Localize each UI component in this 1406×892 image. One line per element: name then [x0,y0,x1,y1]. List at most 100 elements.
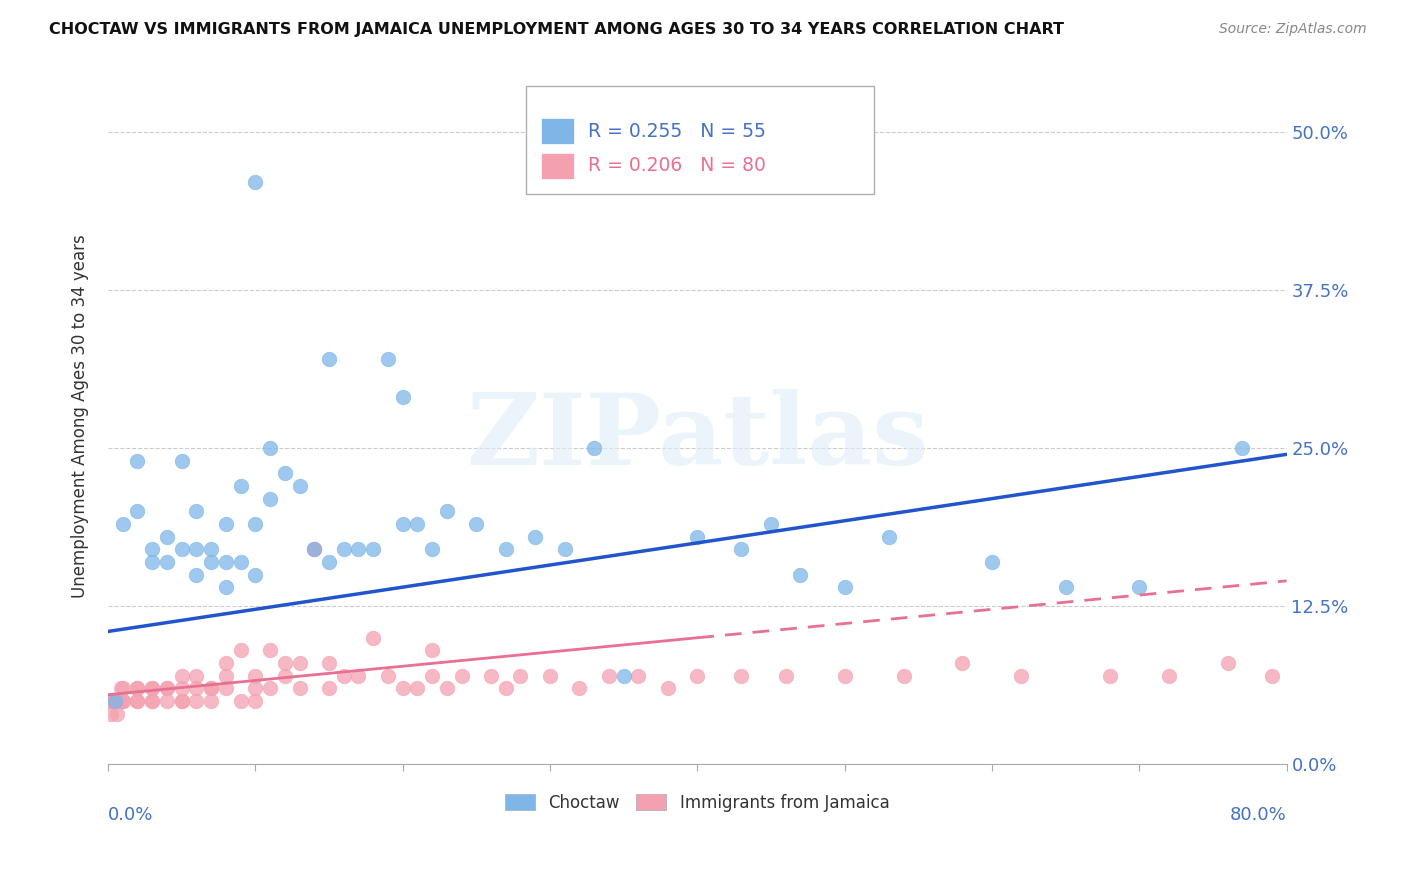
Point [274,467,297,481]
Point [186,669,208,683]
Point [274,656,297,670]
Point [156,681,179,696]
Point [686,530,709,544]
FancyBboxPatch shape [526,86,875,194]
Point [479,669,502,683]
Point [200,681,222,696]
Point [245,681,267,696]
Point [108,694,131,708]
Point [657,681,679,696]
Point [215,656,238,670]
Point [834,580,856,594]
Point [141,542,163,557]
Point [598,669,620,683]
Point [141,694,163,708]
Point [259,441,281,455]
Point [391,391,413,405]
Point [107,694,129,708]
Y-axis label: Unemployment Among Ages 30 to 34 years: Unemployment Among Ages 30 to 34 years [72,235,89,599]
Point [200,555,222,569]
Point [156,681,179,696]
Point [170,694,193,708]
Text: Source: ZipAtlas.com: Source: ZipAtlas.com [1219,22,1367,37]
Point [730,542,752,557]
Point [288,656,311,670]
Point [1232,441,1254,455]
Point [215,516,238,531]
Point [245,567,267,582]
Point [361,542,384,557]
Point [877,530,900,544]
Point [304,542,326,557]
Text: R = 0.255   N = 55: R = 0.255 N = 55 [588,121,765,141]
Point [686,669,709,683]
Point [127,681,149,696]
Point [111,694,134,708]
Point [156,530,179,544]
Point [377,669,399,683]
Point [318,681,340,696]
Point [215,669,238,683]
Point [170,542,193,557]
Point [377,352,399,367]
Point [406,516,429,531]
Point [170,694,193,708]
Point [186,694,208,708]
Point [450,669,472,683]
Point [1128,580,1150,594]
Point [141,694,163,708]
Point [495,542,517,557]
Point [103,694,125,708]
Point [613,669,636,683]
Point [1216,656,1239,670]
Point [141,555,163,569]
Point [1261,669,1284,683]
Point [274,669,297,683]
Point [420,542,443,557]
Point [229,479,252,493]
Point [259,681,281,696]
Point [304,542,326,557]
Point [952,656,974,670]
Point [127,694,149,708]
Legend: Choctaw, Immigrants from Jamaica: Choctaw, Immigrants from Jamaica [498,788,896,819]
Point [170,453,193,467]
Point [127,453,149,467]
Point [538,669,561,683]
Point [361,631,384,645]
Point [141,681,163,696]
Point [245,175,267,189]
Point [200,542,222,557]
Point [554,542,576,557]
Point [127,504,149,518]
Point [568,681,591,696]
Point [627,669,650,683]
Point [524,530,547,544]
Point [186,567,208,582]
Text: CHOCTAW VS IMMIGRANTS FROM JAMAICA UNEMPLOYMENT AMONG AGES 30 TO 34 YEARS CORREL: CHOCTAW VS IMMIGRANTS FROM JAMAICA UNEMP… [49,22,1064,37]
Point [304,542,326,557]
Point [111,516,134,531]
Point [111,694,134,708]
Point [332,542,354,557]
Point [495,681,517,696]
Point [436,681,458,696]
Point [730,669,752,683]
Point [141,681,163,696]
Point [759,516,782,531]
Text: 80.0%: 80.0% [1230,806,1286,824]
Point [127,681,149,696]
FancyBboxPatch shape [540,153,574,179]
Point [100,706,122,721]
Point [215,555,238,569]
Point [111,681,134,696]
Point [229,555,252,569]
Point [391,681,413,696]
Point [186,681,208,696]
Point [259,491,281,506]
Point [893,669,915,683]
Text: R = 0.206   N = 80: R = 0.206 N = 80 [588,156,765,176]
FancyBboxPatch shape [540,118,574,145]
Point [259,643,281,657]
Point [104,694,127,708]
